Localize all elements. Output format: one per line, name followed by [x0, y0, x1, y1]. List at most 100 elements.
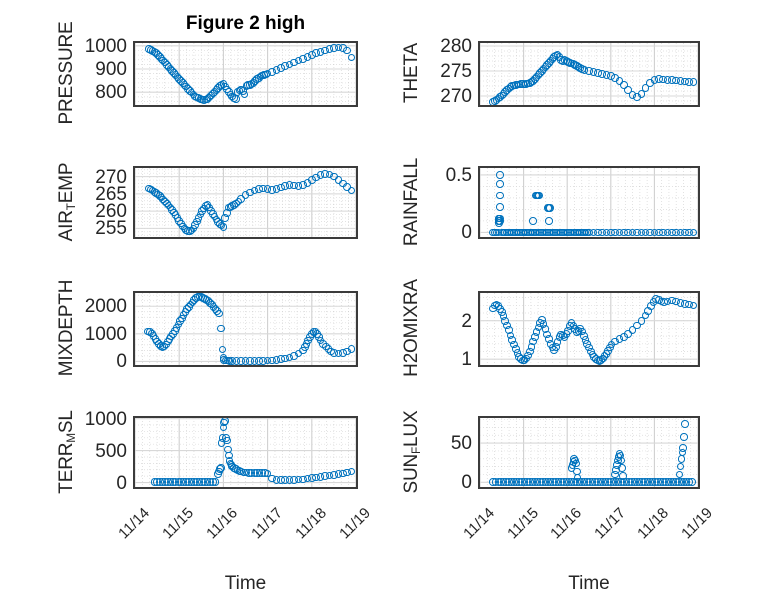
- data-series-air_temp: [135, 168, 356, 237]
- data-point: [219, 223, 228, 231]
- data-point: [347, 186, 356, 195]
- data-series-sun_flux: [480, 418, 698, 487]
- xtick-label: 11/15: [159, 504, 198, 543]
- plot-box-h2omixra: [478, 291, 700, 367]
- ytick-label: 1000: [84, 323, 127, 345]
- data-point: [231, 94, 240, 103]
- plot-box-air_temp: [133, 166, 358, 239]
- data-point: [211, 478, 220, 486]
- data-point: [624, 86, 633, 94]
- data-point: [573, 473, 582, 482]
- xtick-label: 11/16: [547, 504, 586, 543]
- data-series-mixdepth: [135, 293, 356, 365]
- ytick-label: 800: [95, 82, 127, 104]
- data-point: [688, 478, 696, 487]
- data-point: [624, 330, 633, 338]
- ytick-label: 270: [95, 166, 127, 188]
- data-point: [615, 77, 624, 85]
- ytick-label: 50: [450, 433, 472, 455]
- plot-box-pressure: [133, 41, 358, 107]
- data-point: [545, 217, 553, 225]
- xtick-label: 11/17: [591, 504, 629, 543]
- xtick-label: 11/15: [503, 504, 542, 543]
- xtick-label: 11/19: [336, 504, 375, 543]
- xtick-label: 11/17: [247, 504, 286, 543]
- ylabel-sun_flux: SUNFLUX: [401, 410, 423, 493]
- data-point: [535, 191, 544, 200]
- data-series-theta: [480, 43, 698, 105]
- data-point: [677, 454, 686, 463]
- data-point: [240, 90, 249, 99]
- xaxis-title-terr_msl: Time: [224, 573, 267, 594]
- xtick-label: 11/14: [460, 504, 499, 543]
- ytick-label: 1000: [84, 408, 127, 430]
- data-series-h2omixra: [480, 293, 698, 365]
- xtick-label: 11/18: [634, 504, 673, 543]
- data-point: [221, 418, 229, 425]
- ytick-label: 275: [440, 61, 472, 82]
- data-point: [675, 470, 684, 479]
- ylabel-terr_msl: TERRMSL: [56, 409, 78, 494]
- data-point: [218, 345, 227, 354]
- data-point: [689, 78, 698, 86]
- data-point: [641, 84, 650, 92]
- xtick-label: 11/16: [203, 504, 242, 543]
- data-series-rainfall: [480, 168, 698, 237]
- data-point: [689, 301, 698, 310]
- data-point: [496, 203, 504, 211]
- ytick-label: 2: [461, 310, 472, 332]
- data-point: [347, 345, 356, 354]
- ytick-label: 2000: [84, 296, 127, 318]
- ytick-label: 0: [461, 472, 472, 494]
- ytick-label: 500: [95, 440, 127, 462]
- ytick-label: 1000: [84, 35, 127, 57]
- ytick-label: 255: [95, 218, 127, 240]
- plot-box-mixdepth: [133, 291, 358, 367]
- data-point: [689, 228, 698, 237]
- data-point: [681, 420, 689, 429]
- data-point: [216, 464, 225, 472]
- plot-box-theta: [478, 41, 700, 107]
- ytick-label: 900: [95, 59, 127, 80]
- ytick-label: 280: [440, 36, 472, 57]
- data-point: [637, 316, 646, 325]
- plot-box-sun_flux: [478, 416, 700, 489]
- data-point: [679, 443, 687, 452]
- data-point: [223, 436, 231, 445]
- data-point: [263, 469, 272, 478]
- xtick-label: 11/19: [678, 504, 717, 543]
- data-point: [633, 321, 641, 330]
- data-point: [496, 191, 504, 200]
- data-point: [343, 46, 351, 55]
- ytick-label: 270: [440, 86, 472, 107]
- data-series-terr_msl: [135, 418, 356, 487]
- data-point: [628, 326, 637, 334]
- data-point: [216, 324, 225, 333]
- figure-canvas: 800 900 1000 PRESSURE Figure 2 high 270 275 280…: [56, 13, 717, 594]
- xtick-label: 11/18: [292, 504, 330, 543]
- data-point: [347, 53, 356, 62]
- data-point: [529, 217, 537, 225]
- ytick-label: 0: [461, 222, 472, 244]
- ytick-label: 265: [95, 183, 127, 205]
- plot-box-terr_msl: [133, 416, 358, 489]
- data-point: [572, 459, 580, 468]
- xaxis-title-sun_flux: Time: [568, 573, 610, 594]
- data-point: [620, 81, 628, 89]
- data-point: [619, 472, 627, 480]
- data-point: [676, 462, 685, 471]
- data-point: [215, 309, 223, 318]
- plot-box-rainfall: [478, 166, 700, 239]
- ytick-label: 0: [116, 472, 127, 494]
- data-point: [680, 433, 688, 441]
- ytick-label: 0.5: [445, 164, 472, 186]
- figure-title: Figure 2 high: [185, 13, 306, 34]
- ytick-label: 0: [116, 351, 127, 373]
- data-series-pressure: [135, 43, 356, 105]
- data-point: [496, 180, 504, 188]
- xtick-label: 11/14: [115, 504, 154, 543]
- ytick-label: 260: [95, 201, 127, 223]
- data-point: [494, 214, 503, 223]
- data-point: [618, 464, 626, 472]
- data-point: [637, 90, 646, 98]
